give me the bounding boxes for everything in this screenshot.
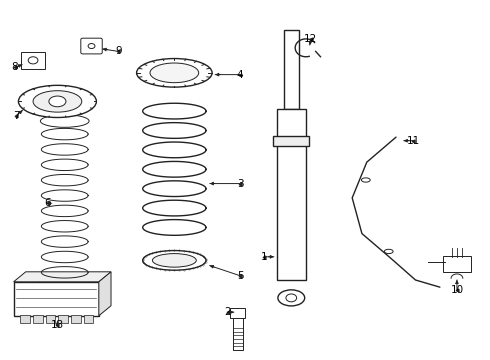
- Ellipse shape: [28, 57, 38, 64]
- FancyBboxPatch shape: [71, 315, 81, 323]
- FancyBboxPatch shape: [46, 315, 55, 323]
- Ellipse shape: [33, 91, 82, 112]
- Text: 5: 5: [237, 271, 244, 281]
- Text: 3: 3: [237, 179, 244, 189]
- Text: 1: 1: [261, 252, 268, 262]
- Ellipse shape: [88, 44, 95, 49]
- Text: 9: 9: [115, 46, 122, 57]
- FancyBboxPatch shape: [21, 315, 30, 323]
- Text: 13: 13: [51, 320, 64, 330]
- FancyBboxPatch shape: [22, 52, 45, 69]
- Text: 7: 7: [13, 111, 19, 121]
- Ellipse shape: [143, 251, 206, 270]
- FancyBboxPatch shape: [273, 136, 309, 146]
- FancyBboxPatch shape: [58, 315, 68, 323]
- Text: 10: 10: [450, 285, 464, 295]
- Text: 11: 11: [407, 136, 420, 146]
- FancyBboxPatch shape: [14, 282, 99, 316]
- Ellipse shape: [49, 96, 66, 107]
- Text: 6: 6: [45, 198, 51, 208]
- Polygon shape: [99, 272, 111, 316]
- Ellipse shape: [362, 178, 370, 182]
- FancyBboxPatch shape: [277, 109, 306, 280]
- FancyBboxPatch shape: [284, 30, 298, 109]
- Ellipse shape: [152, 253, 196, 267]
- FancyBboxPatch shape: [443, 256, 470, 272]
- Text: 4: 4: [237, 69, 244, 80]
- FancyBboxPatch shape: [39, 280, 90, 289]
- FancyBboxPatch shape: [81, 38, 102, 54]
- Ellipse shape: [150, 63, 199, 83]
- Text: 2: 2: [224, 307, 231, 317]
- Text: 12: 12: [304, 34, 318, 44]
- Ellipse shape: [278, 290, 305, 306]
- FancyBboxPatch shape: [84, 315, 94, 323]
- Ellipse shape: [384, 249, 393, 253]
- Ellipse shape: [286, 294, 296, 302]
- Polygon shape: [14, 272, 111, 282]
- FancyBboxPatch shape: [33, 315, 43, 323]
- FancyBboxPatch shape: [230, 308, 245, 318]
- Ellipse shape: [137, 59, 212, 87]
- Ellipse shape: [40, 115, 89, 127]
- Ellipse shape: [19, 85, 97, 117]
- Text: 8: 8: [12, 63, 18, 72]
